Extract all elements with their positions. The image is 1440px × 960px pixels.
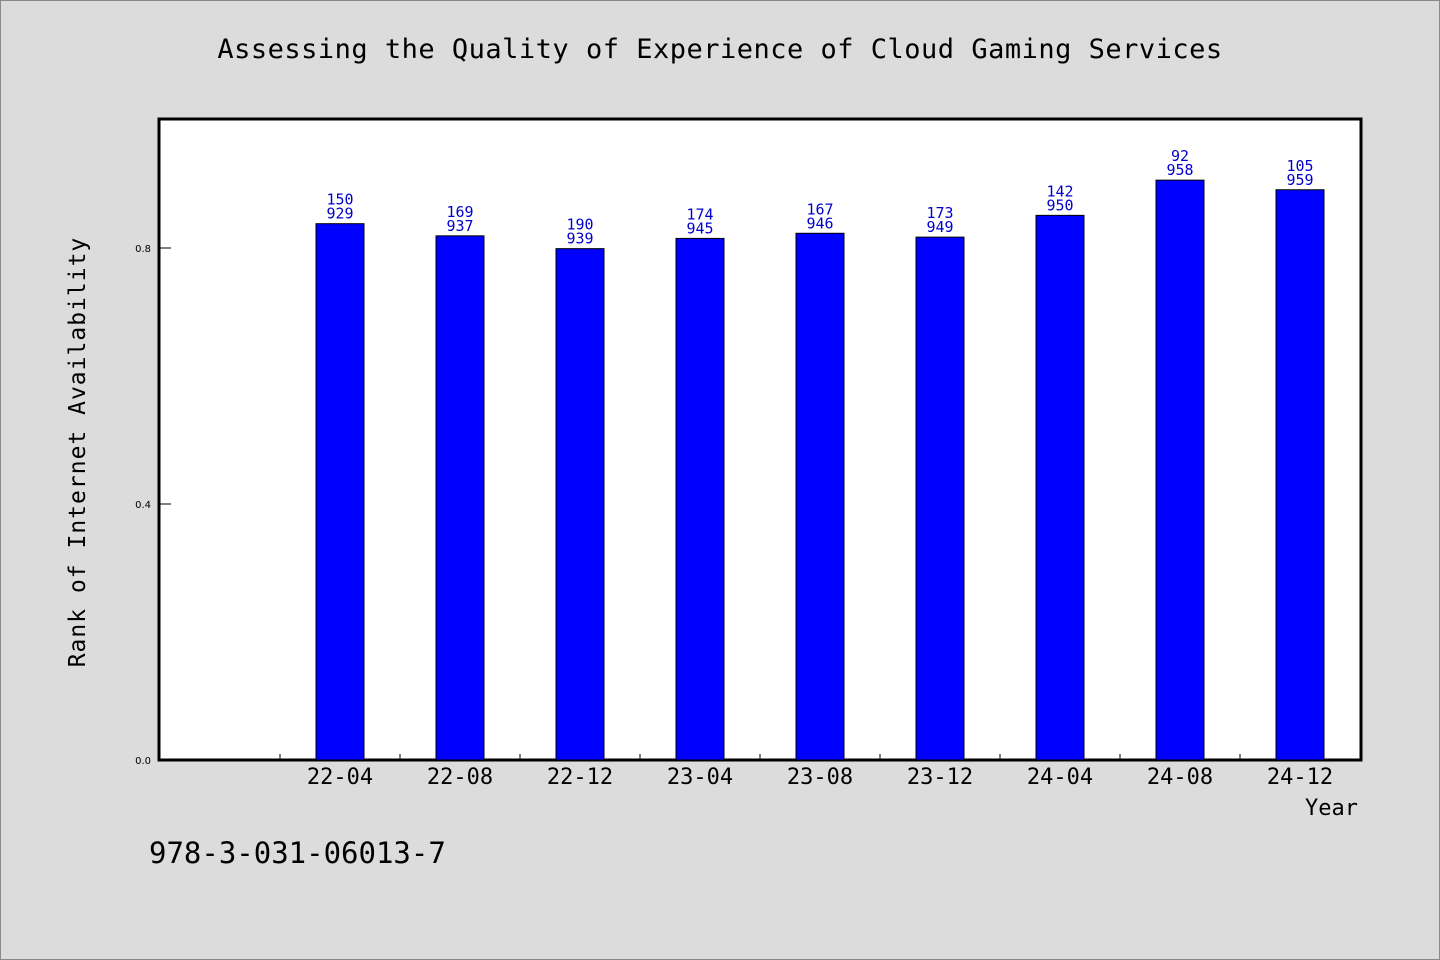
- bar-label-top: 105: [1286, 157, 1313, 175]
- bar-24-08: [1155, 179, 1205, 761]
- bar-label-top: 92: [1171, 147, 1189, 165]
- bar-label-top: 169: [446, 203, 473, 221]
- bar-23-08: [795, 232, 845, 761]
- bar-label-bottom: 949: [926, 218, 953, 236]
- x-tick-label: 22-04: [307, 765, 373, 790]
- footer-code: 978-3-031-06013-7: [149, 836, 446, 870]
- x-axis-label: Year: [1305, 796, 1358, 821]
- x-tick-label: 23-12: [907, 765, 973, 790]
- x-tick-label: 22-08: [427, 765, 493, 790]
- bar-23-12: [915, 236, 965, 761]
- bar-label-bottom: 929: [326, 205, 353, 223]
- bar-label-top: 174: [686, 205, 713, 223]
- bar-22-12: [555, 248, 605, 761]
- bar-label-top: 150: [326, 191, 353, 209]
- bar-label-bottom: 937: [446, 217, 473, 235]
- x-tick-label: 24-12: [1267, 765, 1333, 790]
- bar-22-08: [435, 235, 485, 761]
- bar-24-12: [1275, 189, 1325, 761]
- y-tick-label: 0.8: [135, 244, 151, 255]
- x-tick-label: 24-08: [1147, 765, 1213, 790]
- bar-label-top: 173: [926, 204, 953, 222]
- bar-label-bottom: 939: [566, 230, 593, 248]
- bar-label-top: 142: [1046, 182, 1073, 200]
- y-tick-label: 0.4: [135, 500, 151, 511]
- bar-24-04: [1035, 214, 1085, 761]
- x-tick-label: 22-12: [547, 765, 613, 790]
- bar-label-bottom: 958: [1166, 161, 1193, 179]
- bar-23-04: [675, 237, 725, 761]
- chart-title: Assessing the Quality of Experience of C…: [217, 34, 1223, 65]
- x-tick-label: 23-04: [667, 765, 733, 790]
- bar-label-bottom: 945: [686, 219, 713, 237]
- x-tick-label: 24-04: [1027, 765, 1093, 790]
- bar-22-04: [315, 223, 365, 761]
- bar-label-bottom: 959: [1286, 171, 1313, 189]
- x-tick-label: 23-08: [787, 765, 853, 790]
- y-tick-label: 0.0: [135, 756, 151, 767]
- bar-label-bottom: 950: [1046, 196, 1073, 214]
- bar-label-bottom: 946: [806, 214, 833, 232]
- bar-label-top: 190: [566, 216, 593, 234]
- bar-label-top: 167: [806, 200, 833, 218]
